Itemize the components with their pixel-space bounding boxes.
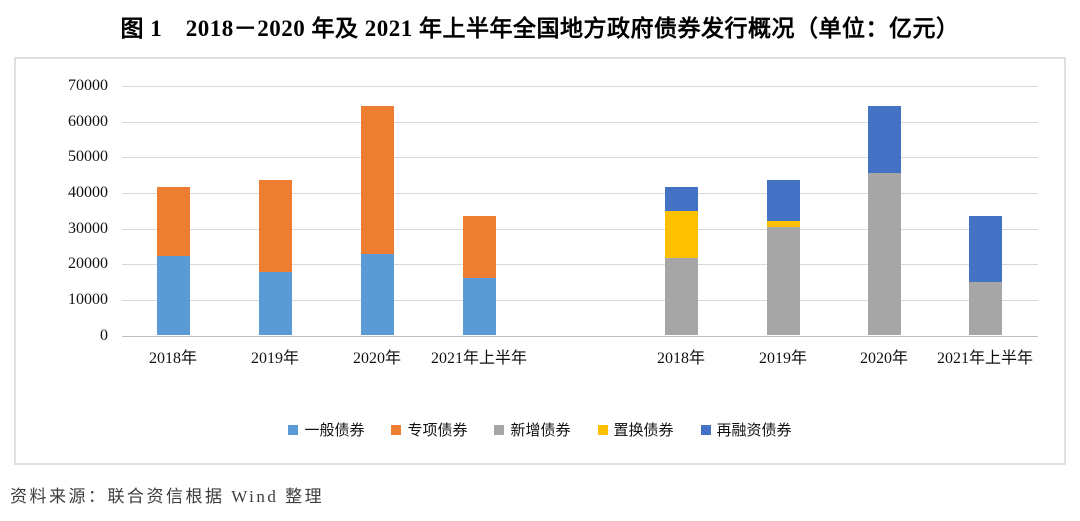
bar-segment-right-2019年-置换债券 [766,220,800,227]
bar-segment-right-2019年-新增债券 [766,226,800,336]
legend-label: 置换债券 [613,423,674,439]
x-axis-category-label: 2020年 [859,349,908,367]
x-axis-category-label: 2021年上半年 [431,349,528,367]
bar-segment-left-2018年-一般债券 [156,256,190,336]
legend-label: 一般债券 [304,423,365,439]
y-axis-tick-label: 0 [100,326,108,344]
legend-item: 新增债券 [494,419,571,440]
bar-segment-left-2019年-一般债券 [258,272,292,336]
x-axis-category-label: 2019年 [758,349,807,367]
bar-segment-right-2020年-新增债券 [867,173,901,336]
bar-segment-right-2021年上半年-再融资债券 [968,216,1002,283]
bar-segment-right-2021年上半年-新增债券 [968,282,1002,336]
chart-legend: 一般债券 专项债券 新增债券 置换债券 再融资债券 [16,419,1064,440]
bar-segment-right-2018年-置换债券 [664,211,698,259]
bar-segment-right-2018年-新增债券 [664,258,698,336]
legend-item: 再融资债券 [700,419,792,440]
gridline-0 [122,335,1038,337]
gridline-50000 [122,157,1038,159]
bar-segment-left-2020年-专项债券 [360,105,394,254]
gridline-60000 [122,121,1038,123]
gridline-30000 [122,228,1038,230]
x-axis-category-label: 2021年上半年 [937,349,1034,367]
legend-marker-swatch-icon [494,424,505,435]
legend-label: 专项债券 [407,423,468,439]
y-axis-tick-label: 20000 [68,255,108,273]
figure-title: 图 1 2018－2020 年及 2021 年上半年全国地方政府债券发行概况（单… [120,16,960,41]
chart-panel: 0 10000 20000 30000 40000 50000 60000 70000 2018… [14,57,1066,465]
legend-item: 置换债券 [597,419,674,440]
bar-segment-right-2020年-再融资债券 [867,105,901,174]
legend-marker-swatch-icon [391,424,402,435]
y-axis-tick-label: 60000 [68,112,108,130]
bar-segment-left-2021年上半年-专项债券 [462,216,496,279]
legend-label: 再融资债券 [716,423,792,439]
x-axis-category-label: 2018年 [656,349,705,367]
x-axis-category-label: 2019年 [250,349,299,367]
x-axis-category-label: 2020年 [352,349,401,367]
bar-segment-left-2019年-专项债券 [258,179,292,273]
y-axis-tick-label: 30000 [68,219,108,237]
bar-segment-right-2018年-再融资债券 [664,187,698,212]
gridline-40000 [122,192,1038,194]
bar-segment-right-2019年-再融资债券 [766,179,800,221]
gridline-20000 [122,264,1038,266]
y-axis-tick-label: 40000 [68,183,108,201]
x-axis-category-label: 2018年 [148,349,197,367]
legend-label: 新增债券 [510,423,571,439]
legend-marker-swatch-icon [288,424,299,435]
bar-segment-left-2020年-一般债券 [360,253,394,336]
legend-marker-swatch-icon [700,424,711,435]
y-axis-tick-label: 70000 [68,77,108,94]
y-axis-tick-label: 50000 [68,148,108,166]
legend-item: 一般债券 [288,419,364,440]
gridline-10000 [122,299,1038,301]
y-axis-tick-label: 10000 [68,290,108,308]
legend-item: 专项债券 [391,419,467,440]
source-note: 资料来源：联合资信根据 Wind 整理 [10,487,325,506]
gridline-70000 [122,86,1038,87]
legend-marker-swatch-icon [597,424,608,435]
bar-segment-left-2018年-专项债券 [156,187,190,257]
bar-segment-left-2021年上半年-一般债券 [462,278,496,336]
